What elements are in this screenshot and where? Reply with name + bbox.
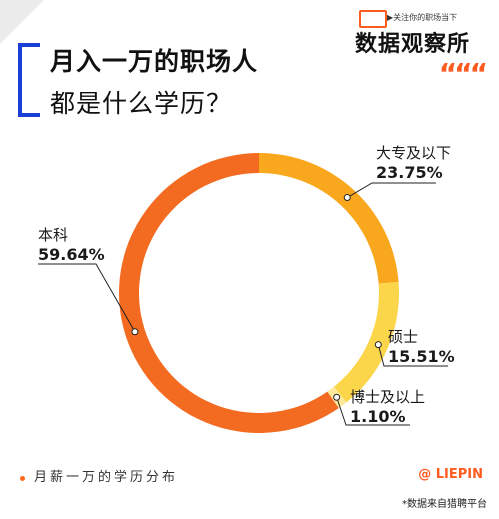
title-bracket: [18, 43, 40, 117]
footer-brand: @ LIEPIN: [418, 467, 483, 482]
leader-line-0: [346, 182, 436, 198]
slice-category-label: 硕士: [388, 328, 418, 346]
leader-dot-3: [131, 328, 139, 336]
leader-line-1: [377, 344, 448, 367]
slice-category-label: 大专及以下: [376, 144, 451, 162]
footer-bullet-icon: [20, 476, 25, 481]
page-subtitle: 都是什么学历？: [50, 89, 233, 118]
slice-value-label: 23.75%: [376, 163, 443, 182]
slice-0: [259, 153, 399, 284]
data-source-note: *数据来自猎聘平台: [402, 499, 487, 510]
logo-mark-icon: [359, 10, 387, 28]
slice-value-label: 59.64%: [38, 245, 105, 264]
leader-dot-2: [333, 393, 341, 401]
brand-name: 数据观察所: [355, 32, 471, 57]
brand-slogan: ▶关注你的职场当下: [387, 13, 458, 22]
corner-decoration: [0, 0, 44, 44]
brand-logo: ▶关注你的职场当下 数据观察所 “““: [355, 10, 488, 88]
slice-1: [333, 282, 399, 403]
slice-category-label: 本科: [38, 226, 68, 244]
leader-dot-1: [374, 341, 382, 349]
leader-line-2: [336, 397, 410, 426]
footer-caption: 月薪一万的学历分布: [34, 470, 179, 485]
leader-line-3: [38, 263, 136, 333]
leader-dot-0: [343, 194, 351, 202]
quote-mark-icon: “““: [438, 57, 488, 90]
slice-category-label: 博士及以上: [350, 388, 425, 406]
page-title: 月入一万的职场人: [50, 47, 259, 76]
slice-value-label: 15.51%: [388, 347, 455, 366]
slice-value-label: 1.10%: [350, 407, 406, 426]
slice-3: [119, 153, 339, 433]
